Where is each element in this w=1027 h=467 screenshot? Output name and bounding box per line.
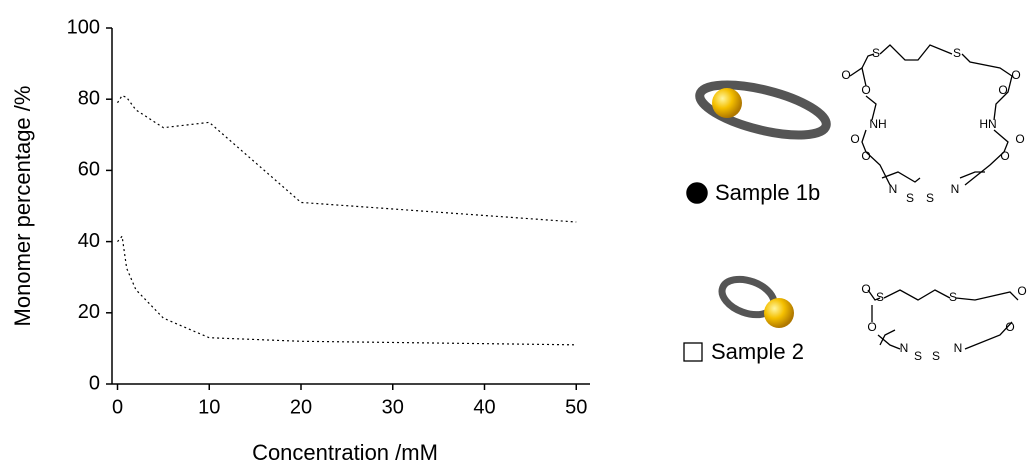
- atom-label: N: [900, 341, 909, 355]
- atom-label: N: [954, 341, 963, 355]
- atom-label: O: [867, 320, 876, 334]
- y-tick-label: 100: [67, 16, 100, 38]
- series-line: [118, 96, 577, 222]
- atom-label: O: [861, 149, 870, 163]
- atom-label: O: [841, 68, 850, 82]
- atom-label: S: [926, 191, 934, 205]
- x-tick-label: 10: [198, 396, 220, 418]
- figure: Concentration /mM Monomer percentage /% …: [0, 0, 1027, 467]
- atom-label: S: [872, 46, 880, 60]
- atom-label: S: [949, 290, 957, 304]
- atom-label: O: [861, 83, 870, 97]
- atom-label: S: [953, 46, 961, 60]
- x-tick-label: 30: [382, 396, 404, 418]
- atom-label: O: [850, 132, 859, 146]
- legend-label: Sample 1b: [715, 180, 820, 205]
- atom-label: S: [906, 191, 914, 205]
- atom-label: S: [876, 290, 884, 304]
- atom-label: O: [1000, 149, 1009, 163]
- atom-label: O: [1015, 132, 1024, 146]
- series-line: [118, 236, 577, 345]
- atom-label: HN: [979, 117, 996, 131]
- atom-label: O: [1017, 284, 1026, 298]
- x-tick-label: 40: [473, 396, 495, 418]
- atom-label: NH: [869, 117, 886, 131]
- legend-marker: [687, 183, 707, 203]
- atom-label: N: [951, 182, 960, 196]
- x-tick-label: 0: [112, 396, 123, 418]
- y-tick-label: 0: [89, 372, 100, 394]
- ball-icon: [764, 298, 794, 328]
- y-tick-label: 60: [78, 159, 100, 181]
- atom-label: O: [1005, 320, 1014, 334]
- x-tick-label: 50: [565, 396, 587, 418]
- legend: Sample 1b Sample 2: [684, 180, 820, 364]
- x-tick-label: 20: [290, 396, 312, 418]
- legend-marker: [684, 343, 702, 361]
- atom-label: S: [914, 349, 922, 363]
- y-tick-label: 80: [78, 87, 100, 109]
- legend-label: Sample 2: [711, 339, 804, 364]
- atom-label: O: [998, 83, 1007, 97]
- y-tick-label: 20: [78, 301, 100, 323]
- atom-label: O: [1011, 68, 1020, 82]
- atom-label: N: [889, 182, 898, 196]
- atom-label: S: [932, 349, 940, 363]
- x-axis-label: Concentration /mM: [252, 440, 438, 465]
- y-axis-label: Monomer percentage /%: [10, 86, 35, 327]
- atom-label: O: [861, 282, 870, 296]
- y-tick-label: 40: [78, 230, 100, 252]
- ball-icon: [712, 88, 742, 118]
